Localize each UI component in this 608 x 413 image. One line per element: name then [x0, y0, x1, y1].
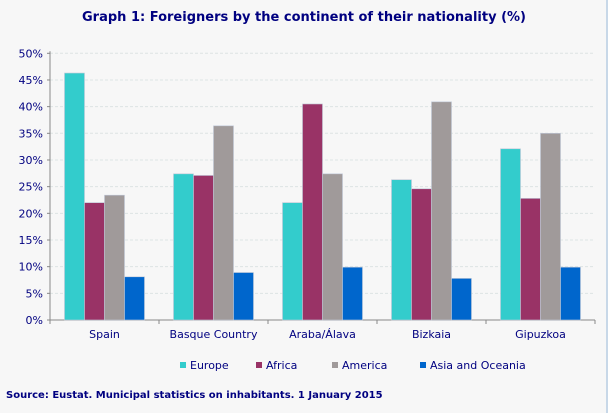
bar-america: [213, 125, 234, 321]
legend-item: Asia and Oceania: [420, 359, 526, 372]
legend-swatch: [332, 362, 338, 368]
x-tick-label: Spain: [89, 328, 120, 341]
legend-label: Asia and Oceania: [430, 359, 526, 372]
bar-america: [540, 133, 561, 321]
bar-asia-and-oceania: [342, 266, 363, 321]
bar-africa: [411, 188, 432, 321]
frame-border: [606, 0, 608, 413]
bar-europe: [173, 173, 194, 321]
y-tick-label: 0%: [26, 314, 43, 327]
legend-label: Europe: [190, 359, 229, 372]
bar-africa: [84, 202, 105, 321]
bar-africa: [302, 103, 323, 321]
bar-europe: [282, 202, 303, 321]
legend-item: America: [332, 359, 387, 372]
legend-label: America: [342, 359, 387, 372]
x-tick-label: Bizkaia: [412, 328, 451, 341]
y-tick-label: 30%: [19, 154, 43, 167]
y-tick-label: 50%: [19, 47, 43, 60]
y-tick-label: 5%: [26, 287, 43, 300]
bar-asia-and-oceania: [451, 278, 472, 321]
bar-america: [431, 101, 452, 321]
bar-africa: [193, 175, 214, 321]
y-tick-label: 35%: [19, 127, 43, 140]
y-tick-label: 15%: [19, 234, 43, 247]
bar-america: [104, 194, 125, 321]
x-tick-label: Araba/Álava: [289, 328, 356, 341]
source-note: Source: Eustat. Municipal statistics on …: [6, 390, 383, 401]
bar-europe: [64, 72, 85, 321]
y-tick-label: 45%: [19, 74, 43, 87]
bar-europe: [500, 148, 521, 321]
y-tick-label: 20%: [19, 207, 43, 220]
bar-chart: 0% 5% 10% 15% 20% 25% 30% 35% 40% 45% 50% Spain Basq…: [19, 47, 596, 372]
bar-asia-and-oceania: [233, 272, 254, 321]
y-tick-label: 10%: [19, 261, 43, 274]
x-tick-label: Gipuzkoa: [515, 328, 566, 341]
bar-africa: [520, 198, 541, 321]
legend-swatch: [420, 362, 426, 368]
legend-swatch: [180, 362, 186, 368]
chart-title: Graph 1: Foreigners by the continent of …: [82, 10, 526, 25]
legend-item: Europe: [180, 359, 229, 372]
legend-swatch: [256, 362, 262, 368]
y-tick-label: 25%: [19, 181, 43, 194]
bar-asia-and-oceania: [124, 276, 145, 321]
bar-america: [322, 173, 343, 321]
legend-item: Africa: [256, 359, 297, 372]
y-tick-label: 40%: [19, 101, 43, 114]
x-tick-label: Basque Country: [170, 328, 258, 341]
legend-label: Africa: [266, 359, 297, 372]
bar-europe: [391, 179, 412, 321]
bar-asia-and-oceania: [560, 266, 581, 321]
